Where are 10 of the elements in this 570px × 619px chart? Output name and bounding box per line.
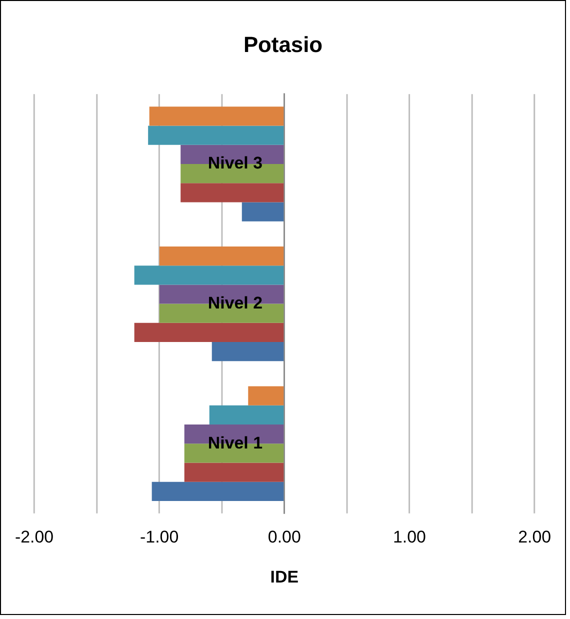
x-axis-title: IDE xyxy=(270,568,299,587)
x-tick-label: -1.00 xyxy=(140,527,179,546)
y-tick-label: Nivel 2 xyxy=(208,293,262,312)
x-tick-label: -2.00 xyxy=(14,527,54,546)
x-tick-label: 0.00 xyxy=(268,527,301,546)
chart-title: Potasio xyxy=(243,32,323,58)
x-tick-label: 2.00 xyxy=(518,527,552,546)
x-tick-label: 1.00 xyxy=(393,527,426,546)
y-tick-label: Nivel 3 xyxy=(208,154,262,173)
y-tick-label: Nivel 1 xyxy=(208,433,262,452)
